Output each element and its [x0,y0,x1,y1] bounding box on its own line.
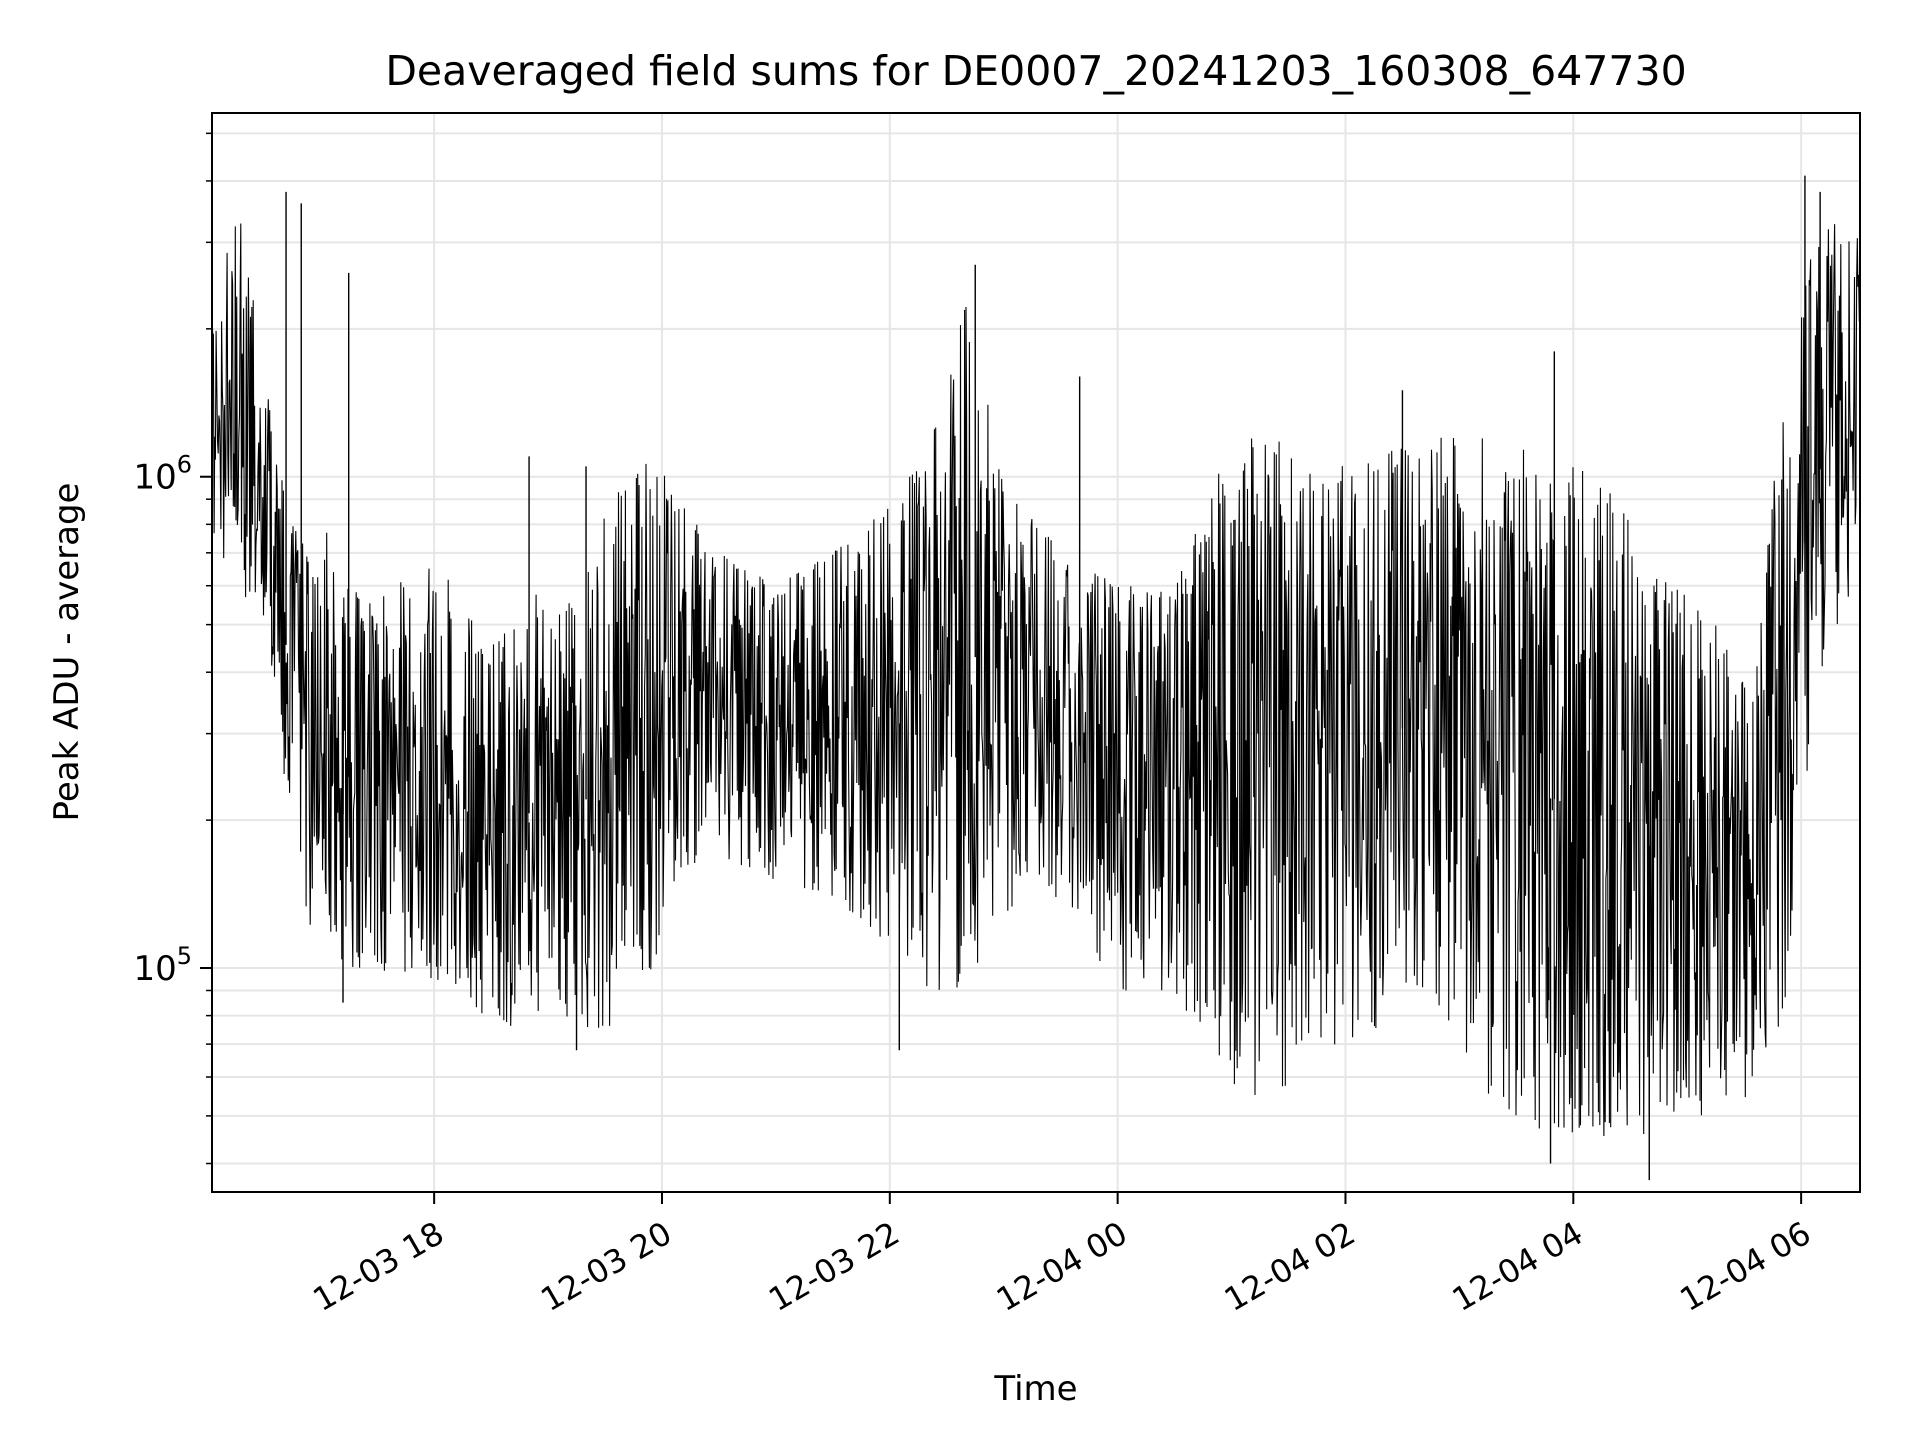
x-tick-label: 12-04 00 [990,1214,1134,1319]
y-tick-label: 105 [133,942,192,989]
y-tick-label: 106 [133,451,192,498]
x-tick-label: 12-03 22 [762,1214,906,1319]
series-line [211,223,1861,1137]
plot-frame [211,112,1861,1193]
x-tick-label: 12-04 02 [1218,1214,1362,1319]
chart-title: Deaveraged field sums for DE0007_2024120… [385,47,1686,95]
x-tick-label: 12-03 18 [307,1214,451,1319]
y-axis-label: Peak ADU - average [47,483,87,822]
y-axis: 105 106 [133,132,212,1165]
x-tick-label: 12-03 20 [534,1214,678,1319]
x-axis: 12-03 18 12-03 20 12-03 22 12-04 00 12-04 02… [307,1192,1818,1319]
x-tick-label: 12-04 06 [1674,1214,1818,1319]
x-tick-label: 12-04 04 [1446,1214,1590,1319]
plot-series [211,175,1861,1181]
x-axis-label: Time [993,1369,1077,1409]
